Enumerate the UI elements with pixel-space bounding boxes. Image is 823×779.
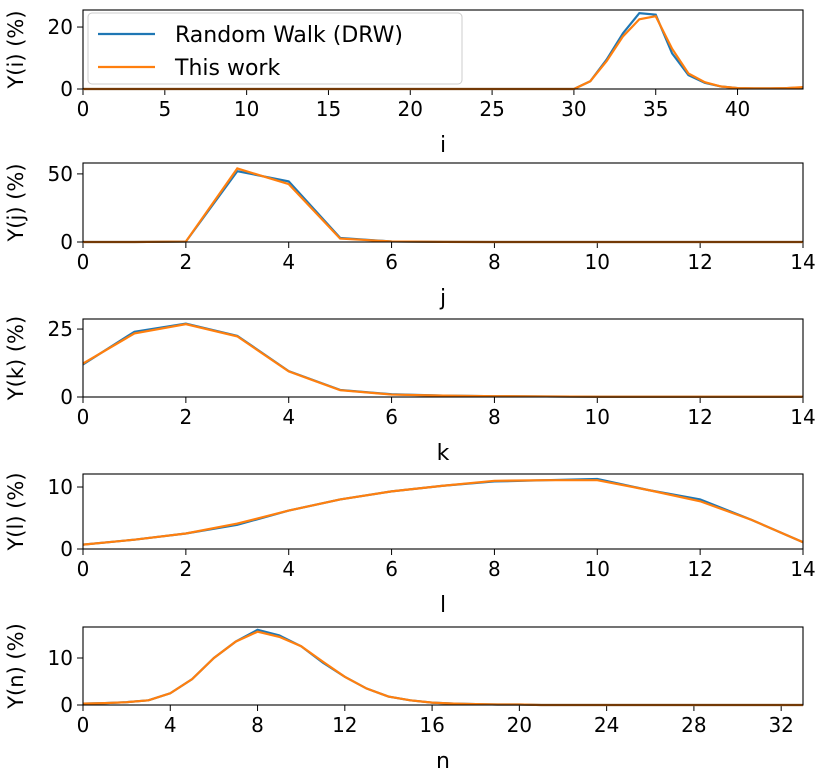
axes-frame	[82, 162, 804, 243]
y-tick-label: 50	[48, 162, 73, 186]
x-tick-label: 15	[316, 97, 341, 121]
x-tick-label: 2	[179, 250, 192, 274]
x-tick-label: 16	[419, 713, 444, 737]
x-tick-label: 0	[77, 250, 90, 274]
axes-frame	[82, 626, 804, 706]
y-tick-label: 0	[60, 537, 73, 561]
y-axis-label: Y(k) (%)	[4, 316, 28, 401]
x-tick-label: 8	[251, 713, 264, 737]
y-tick-label: 20	[48, 15, 73, 39]
x-tick-label: 20	[398, 97, 423, 121]
subplot: 0 2 4 6 8 10 12 14 0 50 j Y(j) (%)	[4, 162, 816, 311]
x-tick-label: 14	[790, 557, 815, 581]
y-tick-label: 0	[60, 693, 73, 717]
x-tick-label: 4	[282, 405, 295, 429]
axes-frame	[82, 318, 804, 398]
y-axis-label: Y(j) (%)	[4, 163, 28, 242]
x-tick-label: 4	[164, 713, 177, 737]
x-tick-label: 8	[488, 250, 501, 274]
y-axis-label: Y(n) (%)	[4, 623, 28, 710]
x-tick-label: 10	[585, 250, 610, 274]
legend-label: Random Walk (DRW)	[175, 23, 403, 48]
data-line	[83, 322, 803, 398]
x-tick-label: 35	[643, 97, 668, 121]
data-line	[83, 628, 803, 707]
x-tick-label: 20	[507, 713, 532, 737]
x-axis-label: i	[440, 133, 446, 158]
x-tick-label: 14	[790, 250, 815, 274]
data-line	[83, 477, 803, 546]
x-tick-label: 0	[77, 97, 90, 121]
legend-label: This work	[174, 56, 280, 81]
y-tick-label: 0	[60, 77, 73, 101]
x-tick-label: 10	[585, 557, 610, 581]
y-tick-label: 25	[48, 317, 73, 341]
x-tick-label: 10	[234, 97, 259, 121]
axes-frame	[82, 473, 804, 550]
x-axis-label: n	[436, 749, 450, 774]
data-line	[83, 323, 803, 398]
y-tick-label: 10	[48, 475, 73, 499]
x-tick-label: 4	[282, 557, 295, 581]
x-tick-label: 14	[790, 405, 815, 429]
y-axis-label: Y(l) (%)	[4, 472, 28, 551]
x-tick-label: 25	[479, 97, 504, 121]
subplot: 0 4 8 12 16 20 24 28 32 0 10 n Y(n) (%)	[4, 623, 804, 774]
x-tick-label: 0	[77, 557, 90, 581]
y-tick-label: 0	[60, 230, 73, 254]
x-tick-label: 12	[332, 713, 357, 737]
x-tick-label: 10	[585, 405, 610, 429]
x-tick-label: 6	[385, 250, 398, 274]
x-tick-label: 24	[594, 713, 619, 737]
x-tick-label: 0	[77, 405, 90, 429]
y-tick-label: 10	[48, 646, 73, 670]
subplot: 0 2 4 6 8 10 12 14 0 25 k Y(k) (%)	[4, 316, 816, 466]
legend: Random Walk (DRW) This work	[87, 12, 463, 85]
x-tick-label: 5	[158, 97, 171, 121]
x-tick-label: 32	[768, 713, 793, 737]
subplot: 0 2 4 6 8 10 12 14 0 10 l Y(l) (%)	[4, 472, 816, 618]
x-axis-label: j	[439, 286, 446, 311]
x-tick-label: 2	[179, 557, 192, 581]
subplot: 0 5 10 15 20 25 30 35 40 0 20 i Y(i) (%) Random Walk …	[4, 9, 804, 158]
x-tick-label: 30	[561, 97, 586, 121]
x-tick-label: 6	[385, 557, 398, 581]
legend-box	[87, 12, 463, 85]
x-tick-label: 4	[282, 250, 295, 274]
x-axis-label: l	[440, 593, 446, 618]
x-tick-label: 40	[725, 97, 750, 121]
axes-frame	[82, 9, 804, 90]
x-tick-label: 12	[687, 250, 712, 274]
x-axis-label: k	[437, 441, 450, 466]
x-tick-label: 6	[385, 405, 398, 429]
data-line	[83, 169, 803, 244]
data-line	[83, 630, 803, 707]
x-tick-label: 2	[179, 405, 192, 429]
x-tick-label: 28	[681, 713, 706, 737]
y-tick-label: 0	[60, 385, 73, 409]
x-tick-label: 8	[488, 557, 501, 581]
x-tick-label: 8	[488, 405, 501, 429]
data-line	[83, 167, 803, 244]
x-tick-label: 12	[687, 405, 712, 429]
x-tick-label: 12	[687, 557, 712, 581]
y-axis-label: Y(i) (%)	[4, 10, 28, 89]
data-line	[83, 479, 803, 546]
x-tick-label: 0	[77, 713, 90, 737]
